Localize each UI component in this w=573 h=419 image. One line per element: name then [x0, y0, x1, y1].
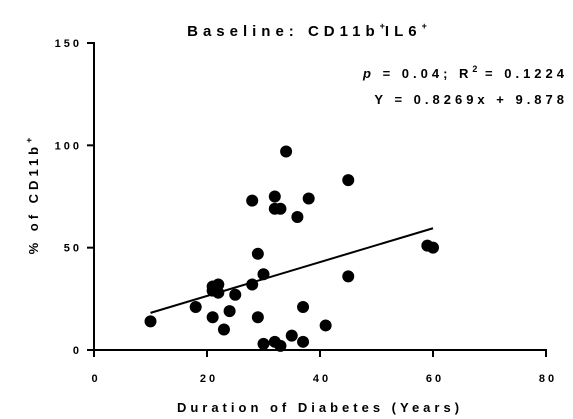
data-point — [251, 247, 264, 260]
data-point — [268, 190, 281, 203]
data-point — [246, 194, 259, 207]
data-point — [206, 311, 219, 324]
data-point — [291, 210, 304, 223]
x-tick-label: 60 — [426, 373, 444, 385]
x-tick-label: 0 — [91, 373, 100, 385]
data-point — [189, 301, 202, 314]
data-point — [212, 278, 225, 291]
x-axis-label: Duration of Diabetes (Years) — [177, 400, 463, 415]
data-point — [144, 315, 157, 328]
x-tick-label: 80 — [539, 373, 557, 385]
data-point — [342, 174, 355, 187]
y-axis-label: % of CD11b+ — [24, 138, 41, 255]
data-point — [297, 335, 310, 348]
data-point — [274, 339, 287, 352]
data-point — [285, 329, 298, 342]
y-tick-label: 150 — [55, 38, 82, 50]
data-point — [246, 278, 259, 291]
x-tick-label: 20 — [200, 373, 218, 385]
data-point — [427, 241, 439, 254]
data-point — [257, 268, 270, 281]
stats-annotation: p = 0.04; R2 = 0.1224 — [362, 64, 568, 81]
data-point — [302, 192, 315, 205]
x-tick-label: 40 — [313, 373, 331, 385]
chart-title: Baseline: CD11b+IL6+ — [187, 21, 427, 40]
regression-equation: Y = 0.8269x + 9.878 — [374, 92, 568, 107]
data-point — [257, 337, 270, 350]
data-point — [223, 305, 236, 318]
data-point — [251, 311, 264, 324]
data-point — [229, 288, 242, 301]
data-point — [280, 145, 293, 158]
data-point — [217, 323, 230, 336]
data-point — [342, 270, 355, 283]
y-tick-label: 0 — [73, 345, 82, 357]
data-point — [297, 301, 310, 314]
data-point — [274, 202, 287, 215]
data-point — [319, 319, 332, 332]
y-tick-label: 100 — [55, 140, 82, 152]
y-tick-label: 50 — [64, 243, 82, 255]
regression-line — [150, 227, 434, 314]
